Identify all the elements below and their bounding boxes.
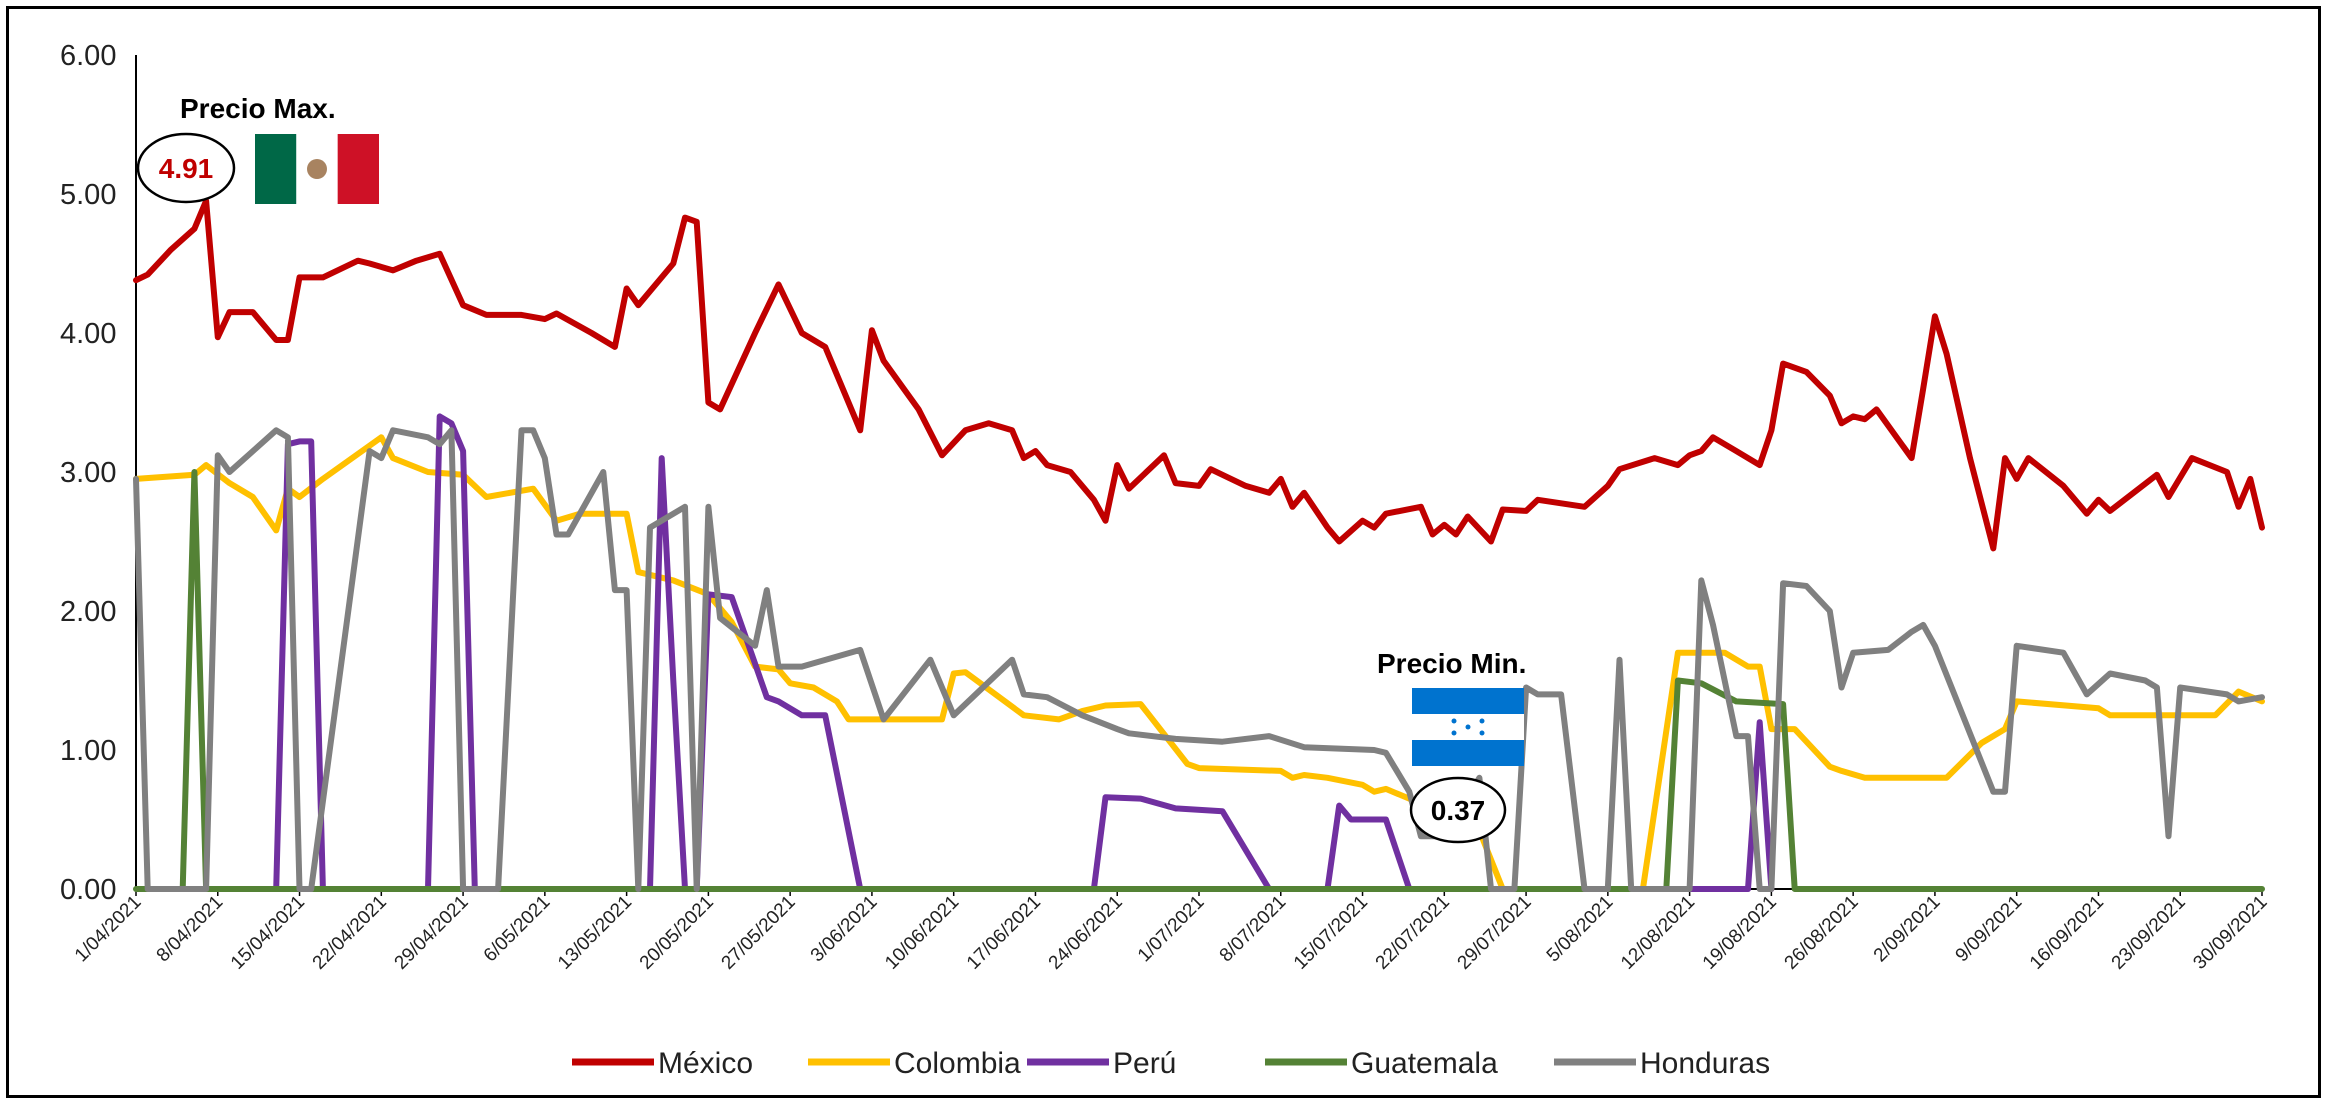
min-price-value: 0.37: [1431, 795, 1486, 826]
y-tick-label: 6.00: [60, 40, 116, 72]
legend-label: México: [658, 1047, 753, 1080]
x-tick-label: 8/07/2021: [1216, 892, 1291, 967]
y-tick-label: 3.00: [60, 457, 116, 489]
x-tick-label: 27/05/2021: [718, 892, 800, 974]
honduras-flag-star: [1451, 730, 1457, 736]
x-tick-label: 5/08/2021: [1543, 892, 1618, 967]
honduras-flag-star: [1465, 724, 1471, 730]
legend-label: Perú: [1113, 1047, 1176, 1080]
x-tick-label: 16/09/2021: [2026, 892, 2108, 974]
y-tick-label: 2.00: [60, 596, 116, 628]
legend-label: Honduras: [1640, 1047, 1770, 1080]
y-tick-label: 5.00: [60, 179, 116, 211]
x-tick-label: 13/05/2021: [554, 892, 636, 974]
legend-label: Guatemala: [1351, 1047, 1498, 1080]
x-tick-label: 3/06/2021: [807, 892, 882, 967]
mexico-flag-icon: [255, 134, 297, 204]
x-tick-label: 23/09/2021: [2108, 892, 2190, 974]
x-tick-label: 29/04/2021: [391, 892, 473, 974]
mexico-flag-red: [337, 134, 379, 204]
x-tick-label: 22/04/2021: [309, 892, 391, 974]
max-price-title: Precio Max.: [180, 93, 336, 124]
x-tick-label: 12/08/2021: [1617, 892, 1699, 974]
series-line-honduras: [133, 427, 2265, 892]
honduras-flag-star: [1451, 718, 1457, 724]
x-tick-label: 15/04/2021: [227, 892, 309, 974]
legend-label: Colombia: [894, 1047, 1021, 1080]
series-line-peru: [273, 413, 1775, 892]
max-price-oval: [136, 132, 236, 204]
x-tick-label: 10/06/2021: [881, 892, 963, 974]
mexico-flag-emblem: [307, 159, 327, 179]
x-tick-label: 26/08/2021: [1781, 892, 1863, 974]
x-tick-label: 15/07/2021: [1290, 892, 1372, 974]
min-price-oval: [1409, 776, 1507, 844]
x-tick-label: 24/06/2021: [1045, 892, 1127, 974]
honduras-flag-icon: [1412, 688, 1524, 714]
honduras-flag-blue-bottom: [1412, 740, 1524, 766]
x-tick-label: 30/09/2021: [2189, 892, 2271, 974]
series-line-colombia: [133, 434, 2265, 892]
y-tick-label: 0.00: [60, 874, 116, 906]
x-tick-label: 6/05/2021: [480, 892, 555, 967]
chart-frame: [6, 6, 2321, 1098]
y-tick-label: 4.00: [60, 318, 116, 350]
y-tick-label: 1.00: [60, 735, 116, 767]
series-line-guatemala: [133, 469, 2265, 892]
x-tick-label: 1/07/2021: [1134, 892, 1209, 967]
x-tick-label: 17/06/2021: [963, 892, 1045, 974]
honduras-flag-star: [1479, 718, 1485, 724]
series-line-mexico: [133, 197, 2265, 552]
x-tick-label: 19/08/2021: [1699, 892, 1781, 974]
x-tick-label: 2/09/2021: [1870, 892, 1945, 967]
x-tick-label: 8/04/2021: [153, 892, 228, 967]
x-tick-label: 20/05/2021: [636, 892, 718, 974]
x-tick-label: 29/07/2021: [1454, 892, 1536, 974]
honduras-flag-star: [1479, 730, 1485, 736]
max-price-value: 4.91: [159, 153, 214, 184]
x-tick-label: 22/07/2021: [1372, 892, 1454, 974]
x-tick-label: 9/09/2021: [1952, 892, 2027, 967]
min-price-title: Precio Min.: [1377, 648, 1526, 679]
